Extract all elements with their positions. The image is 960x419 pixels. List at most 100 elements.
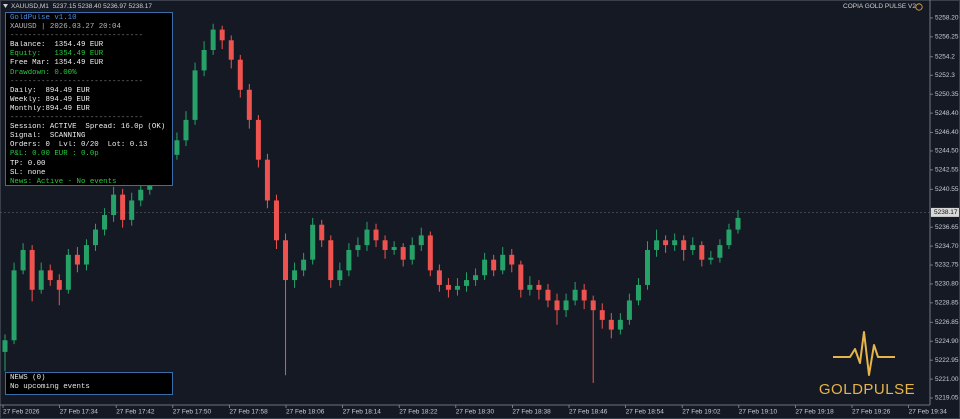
y-tick-label: 5234.70 <box>935 243 959 250</box>
candle-body <box>56 280 62 290</box>
last-price-label: 5238.17 <box>934 209 958 216</box>
candle-body <box>581 289 587 301</box>
y-tick-label: 5221.00 <box>935 376 959 383</box>
candle-body <box>174 140 180 155</box>
candle-body <box>473 275 479 281</box>
news-text: No upcoming events <box>10 383 90 392</box>
y-tick-label: 5222.95 <box>935 357 959 364</box>
candle-body <box>38 270 44 290</box>
candle-body <box>20 249 26 271</box>
y-tick-label: 5250.35 <box>935 91 959 98</box>
info-line: Session: ACTIVE Spread: 16.0p (OK) <box>10 123 166 132</box>
y-tick-label: 5242.55 <box>935 167 959 174</box>
x-tick-label: 27 Feb 18:38 <box>512 409 551 416</box>
x-tick-label: 27 Feb 17:50 <box>173 409 212 416</box>
candle-body <box>2 340 8 352</box>
info-line: Equity: 1354.49 EUR <box>10 50 104 59</box>
candle-body <box>545 289 551 301</box>
y-tick-label: 5252.3 <box>935 72 955 79</box>
y-tick-label: 5236.65 <box>935 224 959 231</box>
candle-body <box>65 254 71 290</box>
info-line: Monthly:894.49 EUR <box>10 104 90 113</box>
candle-body <box>699 245 705 260</box>
candle-body <box>283 240 289 281</box>
candle-body <box>563 300 569 311</box>
info-line: ------------------------------ <box>10 32 144 41</box>
x-tick-label: 27 Feb 19:18 <box>795 409 834 416</box>
candle-body <box>554 300 560 311</box>
candle-body <box>120 194 126 220</box>
candle-body <box>500 254 506 271</box>
info-line: News: Active - No events <box>10 177 117 186</box>
candle-body <box>228 40 234 60</box>
x-tick-label: 27 Feb 18:22 <box>399 409 438 416</box>
info-line: GoldPulse v1.10 <box>10 14 77 22</box>
y-tick-label: 5256.25 <box>935 34 959 41</box>
candle-body <box>382 240 388 250</box>
info-line: Daily: 894.49 EUR <box>10 86 90 95</box>
info-line: Free Mar: 1354.49 EUR <box>10 59 104 68</box>
y-tick-label: 5230.80 <box>935 281 959 288</box>
candle-body <box>246 89 252 120</box>
candle-body <box>491 259 497 271</box>
candle-body <box>255 119 261 160</box>
x-tick-label: 27 Feb 19:10 <box>739 409 778 416</box>
candle-body <box>626 300 632 320</box>
info-line: SL: none <box>10 168 46 177</box>
candle-body <box>635 284 641 301</box>
candle-body <box>735 217 741 230</box>
candle-body <box>264 159 270 201</box>
candle-body <box>672 240 678 246</box>
info-line: Signal: SCANNING <box>10 132 86 141</box>
info-line: XAUUSD | 2026.03.27 20:04 <box>10 23 121 32</box>
x-tick-label: 27 Feb 19:02 <box>682 409 721 416</box>
candle-body <box>47 270 53 281</box>
symbol-menu-icon[interactable] <box>3 4 8 8</box>
candle-body <box>418 235 424 246</box>
expert-icon <box>915 3 923 11</box>
candle-body <box>346 249 352 271</box>
candle-body <box>74 254 80 265</box>
x-tick-label: 27 Feb 18:14 <box>343 409 382 416</box>
candle-body <box>83 245 89 265</box>
y-tick-label: 5244.50 <box>935 148 959 155</box>
candle-body <box>445 284 451 290</box>
y-tick-label: 5228.85 <box>935 300 959 307</box>
info-line: ------------------------------ <box>10 114 144 123</box>
symbol-quote: XAUUSD,M1 5237.15 5238.40 5236.97 5238.1… <box>11 3 152 10</box>
candle-body <box>102 215 108 230</box>
candle-body <box>237 59 243 90</box>
candle-body <box>210 29 216 50</box>
candle-body <box>391 247 397 250</box>
symbol: XAUUSD,M1 <box>11 3 49 10</box>
info-line: Drawdown: 0.00% <box>10 68 77 77</box>
y-tick-label: 5248.40 <box>935 110 959 117</box>
candle-body <box>183 119 189 141</box>
news-title: NEWS (0) <box>10 374 46 382</box>
info-line: Balance: 1354.49 EUR <box>10 41 104 50</box>
info-panel: GoldPulse v1.10 XAUUSD | 2026.03.27 20:04… <box>5 12 173 186</box>
candle-body <box>310 224 316 260</box>
candle-body <box>11 270 17 341</box>
info-line: P&L: 0.00 EUR : 0.0p <box>10 150 99 159</box>
logo: GOLDPULSE <box>818 381 916 398</box>
candle-body <box>608 319 614 330</box>
x-tick-label: 27 Feb 17:58 <box>229 409 268 416</box>
candle-body <box>536 284 542 290</box>
x-tick-label: 27 Feb 18:30 <box>456 409 495 416</box>
candle-body <box>29 249 35 290</box>
last-price-box <box>931 207 959 217</box>
x-tick-label: 27 Feb 17:42 <box>116 409 155 416</box>
x-tick-label: 27 Feb 18:54 <box>626 409 665 416</box>
y-tick-label: 5240.55 <box>935 186 959 193</box>
info-line: Orders: 0 Lvl: 0/20 Lot: 0.13 <box>10 141 148 150</box>
y-tick-label: 5254.2 <box>935 54 955 61</box>
info-line: ------------------------------ <box>10 77 144 86</box>
candle-body <box>690 245 696 250</box>
candle-body <box>373 229 379 241</box>
candle-body <box>708 257 714 260</box>
candle-body <box>482 259 488 276</box>
